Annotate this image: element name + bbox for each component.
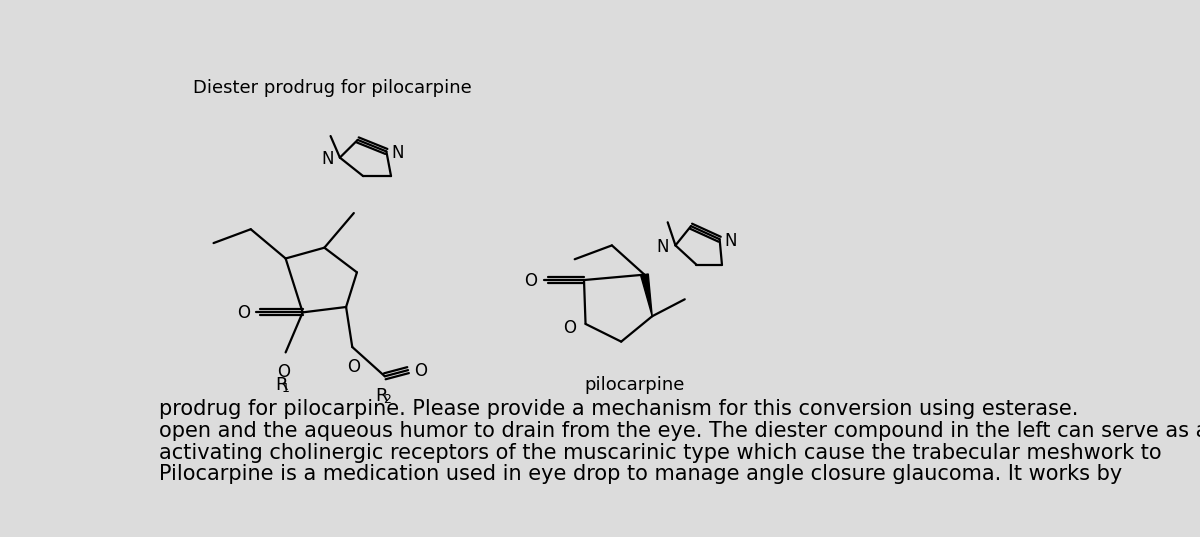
Text: O: O <box>236 304 250 322</box>
Text: N: N <box>725 232 737 250</box>
Text: O: O <box>347 358 360 376</box>
Text: N: N <box>322 150 334 168</box>
Text: N: N <box>656 238 670 256</box>
Text: R: R <box>275 375 287 394</box>
Text: activating cholinergic receptors of the muscarinic type which cause the trabecul: activating cholinergic receptors of the … <box>160 442 1162 462</box>
Text: O: O <box>524 272 538 290</box>
Text: pilocarpine: pilocarpine <box>584 376 684 394</box>
Text: R: R <box>376 387 388 405</box>
Text: prodrug for pilocarpine. Please provide a mechanism for this conversion using es: prodrug for pilocarpine. Please provide … <box>160 400 1079 419</box>
Polygon shape <box>641 274 653 316</box>
Text: 1: 1 <box>282 382 289 395</box>
Text: O: O <box>414 362 427 380</box>
Text: 2: 2 <box>383 393 391 406</box>
Text: N: N <box>391 144 403 162</box>
Text: Diester prodrug for pilocarpine: Diester prodrug for pilocarpine <box>193 79 472 97</box>
Text: Pilocarpine is a medication used in eye drop to manage angle closure glaucoma. I: Pilocarpine is a medication used in eye … <box>160 464 1122 484</box>
Text: open and the aqueous humor to drain from the eye. The diester compound in the le: open and the aqueous humor to drain from… <box>160 421 1200 441</box>
Text: O: O <box>563 319 576 337</box>
Text: O: O <box>277 363 290 381</box>
